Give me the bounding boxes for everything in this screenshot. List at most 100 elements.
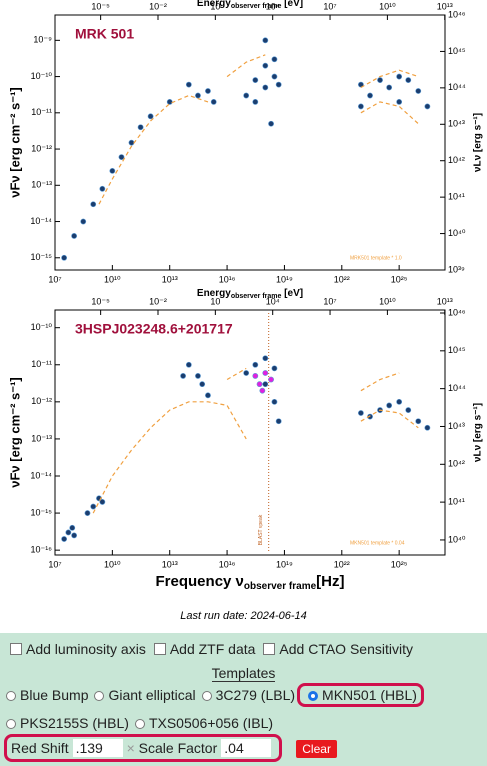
data-point — [396, 398, 403, 405]
x2-tick-label: 10 — [210, 296, 220, 306]
data-point — [185, 361, 192, 368]
y-tick-label: 10⁻¹¹ — [31, 107, 52, 117]
data-point — [367, 413, 373, 420]
source-title: 3HSPJ023248.6+201717 — [75, 321, 233, 337]
data-point — [268, 120, 274, 127]
template-note: MRK501 template * 1.0 — [350, 255, 402, 261]
radio[interactable] — [94, 691, 105, 701]
checkbox-label[interactable]: Add CTAO Sensitivity — [279, 641, 413, 657]
radio-label[interactable]: TXS0506+056 (IBL) — [148, 715, 274, 731]
y2-tick-label: 10³⁹ — [448, 264, 465, 274]
data-point — [424, 424, 431, 431]
data-point — [90, 201, 97, 208]
radio-label[interactable]: Giant elliptical — [108, 687, 196, 703]
x-tick-label: 10²² — [334, 559, 350, 569]
params-highlight: Red Shift .139 × Scale Factor .04 — [4, 734, 283, 762]
x2-label-sub: observer frame — [231, 293, 282, 300]
radio-item[interactable]: TXS0506+056 (IBL) — [131, 715, 273, 731]
y-tick-label: 10⁻¹⁰ — [31, 71, 53, 81]
radio-item[interactable]: MKN501 (HBL) — [297, 683, 424, 707]
data-point — [61, 254, 68, 261]
x-tick-label: 10¹⁹ — [276, 274, 293, 284]
y2-label: νLν [erg s⁻¹] — [473, 403, 484, 462]
radio[interactable] — [6, 719, 16, 729]
y-tick-label: 10⁻¹² — [31, 143, 52, 153]
template-note: MKN501 template * 0.04 — [350, 540, 405, 546]
y2-tick-label: 10⁴³ — [448, 119, 465, 129]
data-point — [243, 370, 250, 376]
checkbox-item[interactable]: Add ZTF data — [150, 641, 256, 657]
x-tick-label: 10²² — [334, 274, 350, 284]
x2-tick-label: 10⁻⁵ — [91, 296, 110, 306]
checkbox-label[interactable]: Add ZTF data — [169, 641, 256, 657]
x2-label: Energyobserver frame [eV] — [197, 288, 303, 300]
data-point — [271, 73, 278, 80]
checkbox-label[interactable]: Add luminosity axis — [26, 641, 146, 657]
y-tick-label: 10⁻¹³ — [31, 180, 52, 190]
data-point — [271, 365, 278, 372]
redshift-label: Red Shift — [11, 740, 69, 756]
data-point — [99, 499, 106, 505]
x2-tick-label: 10⁷ — [323, 1, 336, 11]
radio-item[interactable]: Giant elliptical — [90, 687, 196, 703]
x-tick-label: 10⁷ — [48, 559, 61, 569]
y2-tick-label: 10⁴⁰ — [448, 534, 466, 544]
y2-label: νLν [erg s⁻¹] — [473, 113, 484, 172]
data-point — [271, 398, 278, 405]
radio-label[interactable]: MKN501 (HBL) — [322, 687, 417, 703]
data-point — [137, 124, 144, 131]
scale-label: Scale Factor — [138, 740, 218, 756]
data-point — [243, 92, 250, 99]
radio[interactable] — [134, 719, 145, 729]
y2-tick-label: 10⁴⁰ — [448, 228, 466, 238]
y-tick-label: 10⁻¹⁶ — [31, 545, 53, 555]
data-point — [69, 524, 76, 531]
radio-label[interactable]: PKS2155S (HBL) — [20, 715, 129, 731]
checkbox-item[interactable]: Add CTAO Sensitivity — [259, 641, 413, 657]
data-point — [358, 410, 364, 416]
checkbox[interactable] — [10, 643, 22, 655]
y2-tick-label: 10⁴⁵ — [448, 46, 466, 56]
y-tick-label: 10⁻¹⁵ — [31, 252, 53, 262]
scale-input[interactable]: .04 — [221, 739, 272, 757]
radio[interactable] — [201, 691, 212, 701]
data-point — [386, 402, 393, 409]
plots: 10⁷ 10¹⁰ 10¹³ 10¹⁶ 10¹⁹ 10²² 10²⁵ 10⁻⁵ 10⁻² 10 10⁴… — [7, 0, 484, 592]
x-tick-label: 10¹³ — [162, 274, 178, 284]
radio-item[interactable]: PKS2155S (HBL) — [2, 715, 129, 731]
radio-label[interactable]: Blue Bump — [20, 687, 89, 703]
checkbox[interactable] — [153, 643, 166, 655]
template-line — [98, 54, 419, 205]
data-point — [396, 73, 403, 80]
data-point — [84, 510, 91, 516]
control-panel: Add luminosity axis Add ZTF data Add CTAO … — [0, 633, 487, 766]
y-tick-label: 10⁻¹² — [31, 396, 52, 406]
data-point — [147, 113, 154, 120]
y2-tick-label: 10⁴² — [448, 155, 465, 165]
data-point — [405, 407, 412, 413]
x2-label-sub: observer frame — [231, 3, 282, 10]
x-label-unit: [Hz] — [316, 573, 344, 590]
x-label: Frequency νobserver frame[Hz] — [156, 573, 345, 592]
y2-tick-label: 10⁴⁶ — [448, 9, 466, 19]
data-point — [90, 503, 97, 510]
checkbox-row: Add luminosity axis Add ZTF data Add CTAO … — [6, 641, 417, 657]
checkbox-item[interactable]: Add luminosity axis — [6, 641, 146, 657]
clear-button[interactable]: Clear — [296, 740, 337, 758]
checkbox[interactable] — [263, 643, 276, 655]
data-point — [262, 355, 269, 362]
data-point — [166, 99, 173, 105]
radio-item[interactable]: 3C279 (LBL) — [198, 687, 295, 703]
data-point — [195, 373, 201, 379]
data-point — [262, 37, 269, 44]
radio-label[interactable]: 3C279 (LBL) — [215, 687, 296, 703]
data-point — [205, 88, 211, 94]
data-point — [259, 387, 266, 394]
radio[interactable] — [6, 691, 16, 701]
data-point — [268, 376, 274, 383]
data-point — [252, 77, 259, 83]
redshift-input[interactable]: .139 — [72, 739, 123, 757]
radio[interactable] — [308, 691, 319, 701]
clear-x[interactable]: × — [126, 740, 135, 756]
radio-item[interactable]: Blue Bump — [2, 687, 88, 703]
